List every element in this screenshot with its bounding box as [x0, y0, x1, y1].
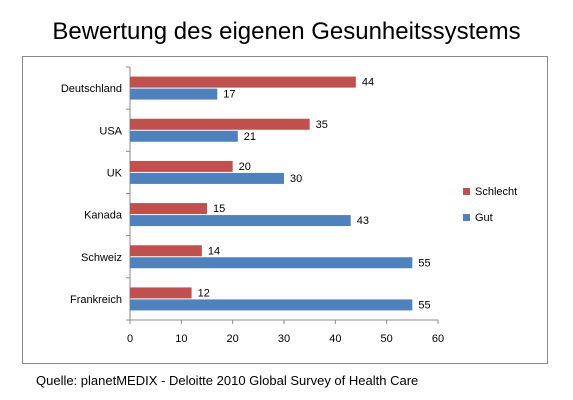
x-tick-label: 30	[278, 333, 290, 345]
bar-schlecht	[130, 118, 310, 130]
category-label: Frankreich	[70, 294, 122, 306]
bar-schlecht	[130, 160, 233, 172]
data-label: 14	[208, 245, 220, 257]
category-label: USA	[99, 125, 122, 137]
category-label: Deutschland	[61, 83, 122, 95]
data-label: 55	[418, 257, 430, 269]
x-tick-label: 20	[227, 333, 239, 345]
bar-gut	[130, 215, 351, 227]
bar-gut	[130, 88, 218, 100]
bar-schlecht	[130, 245, 202, 257]
data-label: 21	[244, 131, 256, 143]
category-label: UK	[107, 167, 123, 179]
bar-gut	[130, 299, 413, 311]
bar-gut	[130, 130, 238, 142]
x-tick-label: 60	[432, 333, 444, 345]
bar-schlecht	[130, 76, 356, 88]
x-tick-label: 0	[127, 333, 133, 345]
chart-area: 0 10 20 30 40 50 60 Deutschland 44 17 USA 35 21 UK 20 3…	[22, 56, 548, 364]
x-tick-label: 50	[381, 333, 393, 345]
bar-schlecht	[130, 287, 192, 299]
legend-label: Gut	[475, 212, 493, 224]
legend-swatch-schlecht	[463, 188, 470, 195]
data-label: 15	[213, 203, 225, 215]
source-note: Quelle: planetMEDIX - Deloitte 2010 Glob…	[36, 373, 419, 388]
chart-title: Bewertung des eigenen Gesunheitssystems	[52, 18, 521, 45]
bar-gut	[130, 257, 413, 269]
legend-swatch-gut	[463, 214, 470, 221]
data-label: 35	[316, 119, 328, 131]
x-tick-label: 10	[175, 333, 187, 345]
category-label: Kanada	[84, 210, 123, 222]
category-label: Schweiz	[81, 252, 122, 264]
data-label: 44	[362, 77, 374, 89]
bar-schlecht	[130, 203, 207, 215]
data-label: 12	[198, 287, 210, 299]
data-label: 20	[239, 161, 251, 173]
data-label: 17	[223, 89, 235, 101]
x-tick-label: 40	[329, 333, 341, 345]
data-label: 30	[290, 173, 302, 185]
bar-gut	[130, 172, 284, 184]
legend-label: Schlecht	[475, 186, 517, 198]
bar-chart: 0 10 20 30 40 50 60 Deutschland 44 17 USA 35 21 UK 20 3…	[61, 66, 517, 345]
data-label: 43	[357, 215, 369, 227]
data-label: 55	[418, 299, 430, 311]
